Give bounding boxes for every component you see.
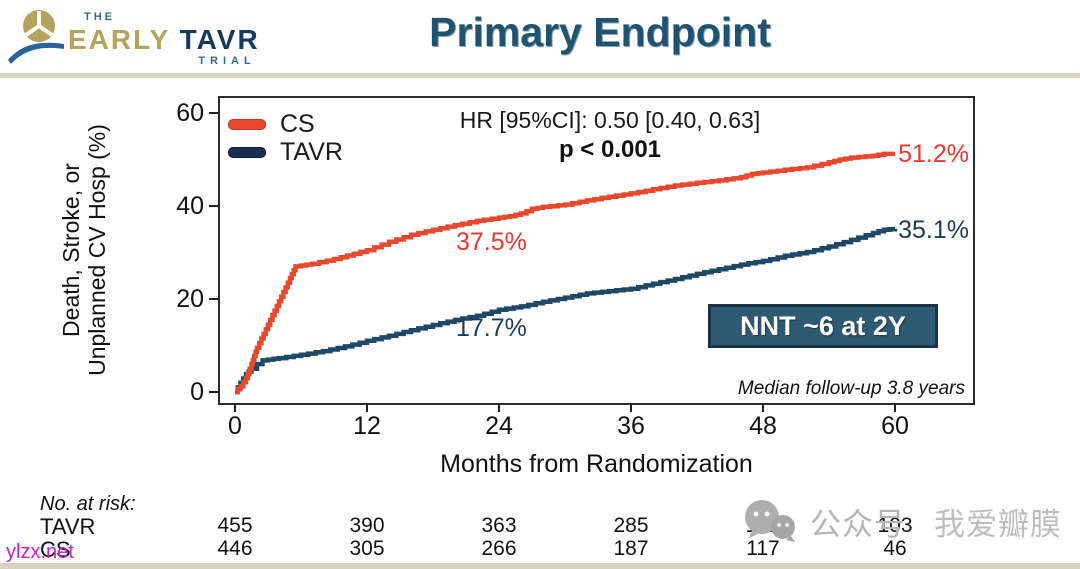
y-tick-label-0: 0: [190, 378, 204, 406]
y-tick-40: [209, 205, 218, 207]
legend-label-cs: CS: [280, 110, 315, 138]
legend-swatch-tavr: [228, 147, 266, 158]
slide-header: THE EARLY TAVR TRIAL Primary Endpoint: [0, 0, 1080, 73]
km-chart-canvas: [235, 151, 898, 395]
km-curve-tavr: [235, 227, 898, 395]
legend-label-tavr: TAVR: [280, 138, 343, 166]
risk-tavr-60: 103: [877, 514, 913, 537]
x-tick-24: [498, 403, 500, 412]
y-axis-label-line1: Death, Stroke, or: [58, 163, 84, 337]
risk-tavr-0: 455: [217, 514, 253, 537]
legend-swatch-cs: [228, 119, 266, 130]
y-tick-label-20: 20: [176, 285, 204, 313]
cs-24mo-label: 37.5%: [456, 228, 527, 256]
risk-cs-60: 46: [883, 537, 907, 560]
tavr-60mo-label: 35.1%: [898, 216, 969, 244]
x-tick-60: [894, 403, 896, 412]
footer-divider: [0, 563, 1080, 569]
x-tick-label-0: 0: [228, 412, 242, 440]
hazard-ratio-text: HR [95%CI]: 0.50 [0.40, 0.63]: [459, 107, 761, 133]
risk-cs-12: 305: [349, 537, 385, 560]
x-tick-label-36: 36: [617, 412, 645, 440]
km-curve-cs: [235, 151, 895, 395]
y-axis-label-line2: Unplanned CV Hosp (%): [84, 124, 110, 376]
wechat-account-name: 我爱瓣膜: [934, 506, 1062, 542]
logo-early: EARLY: [68, 24, 170, 55]
x-tick-label-48: 48: [749, 412, 777, 440]
risk-tavr-24: 363: [481, 514, 517, 537]
y-axis-label: Death, Stroke, or Unplanned CV Hosp (%): [58, 95, 110, 405]
x-tick-48: [762, 403, 764, 412]
y-tick-20: [209, 298, 218, 300]
y-tick-label-60: 60: [176, 99, 204, 127]
logo-the: THE: [84, 11, 115, 23]
page-title: Primary Endpoint: [429, 9, 771, 55]
wechat-icon: [745, 500, 795, 542]
risk-tavr-12: 390: [349, 514, 385, 537]
logo-trial: TRIAL: [198, 55, 256, 67]
wechat-watermark: 公众号 我爱瓣膜: [742, 498, 1062, 544]
valve-logo-icon: [8, 10, 64, 64]
risk-tavr-36: 285: [613, 514, 649, 537]
risk-table-title: No. at risk:: [40, 493, 136, 515]
plot-area: CS TAVR HR [95%CI]: 0.50 [0.40, 0.63] p …: [218, 96, 975, 405]
nnt-callout-box: NNT ~6 at 2Y: [708, 304, 938, 348]
p-value-text: p < 0.001: [558, 136, 662, 163]
logo-tavr: TAVR: [179, 24, 260, 55]
risk-cs-48: 117: [746, 537, 780, 560]
risk-cs-36: 187: [613, 537, 649, 560]
risk-row-label-tavr: TAVR: [40, 514, 96, 539]
x-tick-12: [366, 403, 368, 412]
cs-60mo-label: 51.2%: [898, 140, 969, 168]
logo-main: EARLY TAVR: [68, 26, 260, 54]
x-tick-label-12: 12: [353, 412, 381, 440]
early-tavr-logo: THE EARLY TAVR TRIAL: [8, 4, 260, 67]
logo-text: THE EARLY TAVR TRIAL: [68, 4, 260, 67]
site-watermark: ylzx.net: [6, 541, 74, 563]
wechat-label: 公众号: [810, 506, 906, 542]
header-divider: [0, 73, 1080, 78]
x-axis-label: Months from Randomization: [440, 450, 753, 478]
x-tick-label-24: 24: [485, 412, 513, 440]
x-tick-36: [630, 403, 632, 412]
risk-cs-0: 446: [217, 537, 253, 560]
median-followup-note: Median follow-up 3.8 years: [737, 378, 965, 399]
tavr-24mo-label: 17.7%: [456, 314, 527, 342]
risk-row-label-cs: CS: [40, 537, 71, 562]
y-tick-label-40: 40: [176, 192, 204, 220]
x-tick-label-60: 60: [881, 412, 909, 440]
x-tick-0: [234, 403, 236, 412]
risk-cs-24: 266: [481, 537, 517, 560]
y-tick-0: [209, 391, 218, 393]
y-tick-60: [209, 112, 218, 114]
